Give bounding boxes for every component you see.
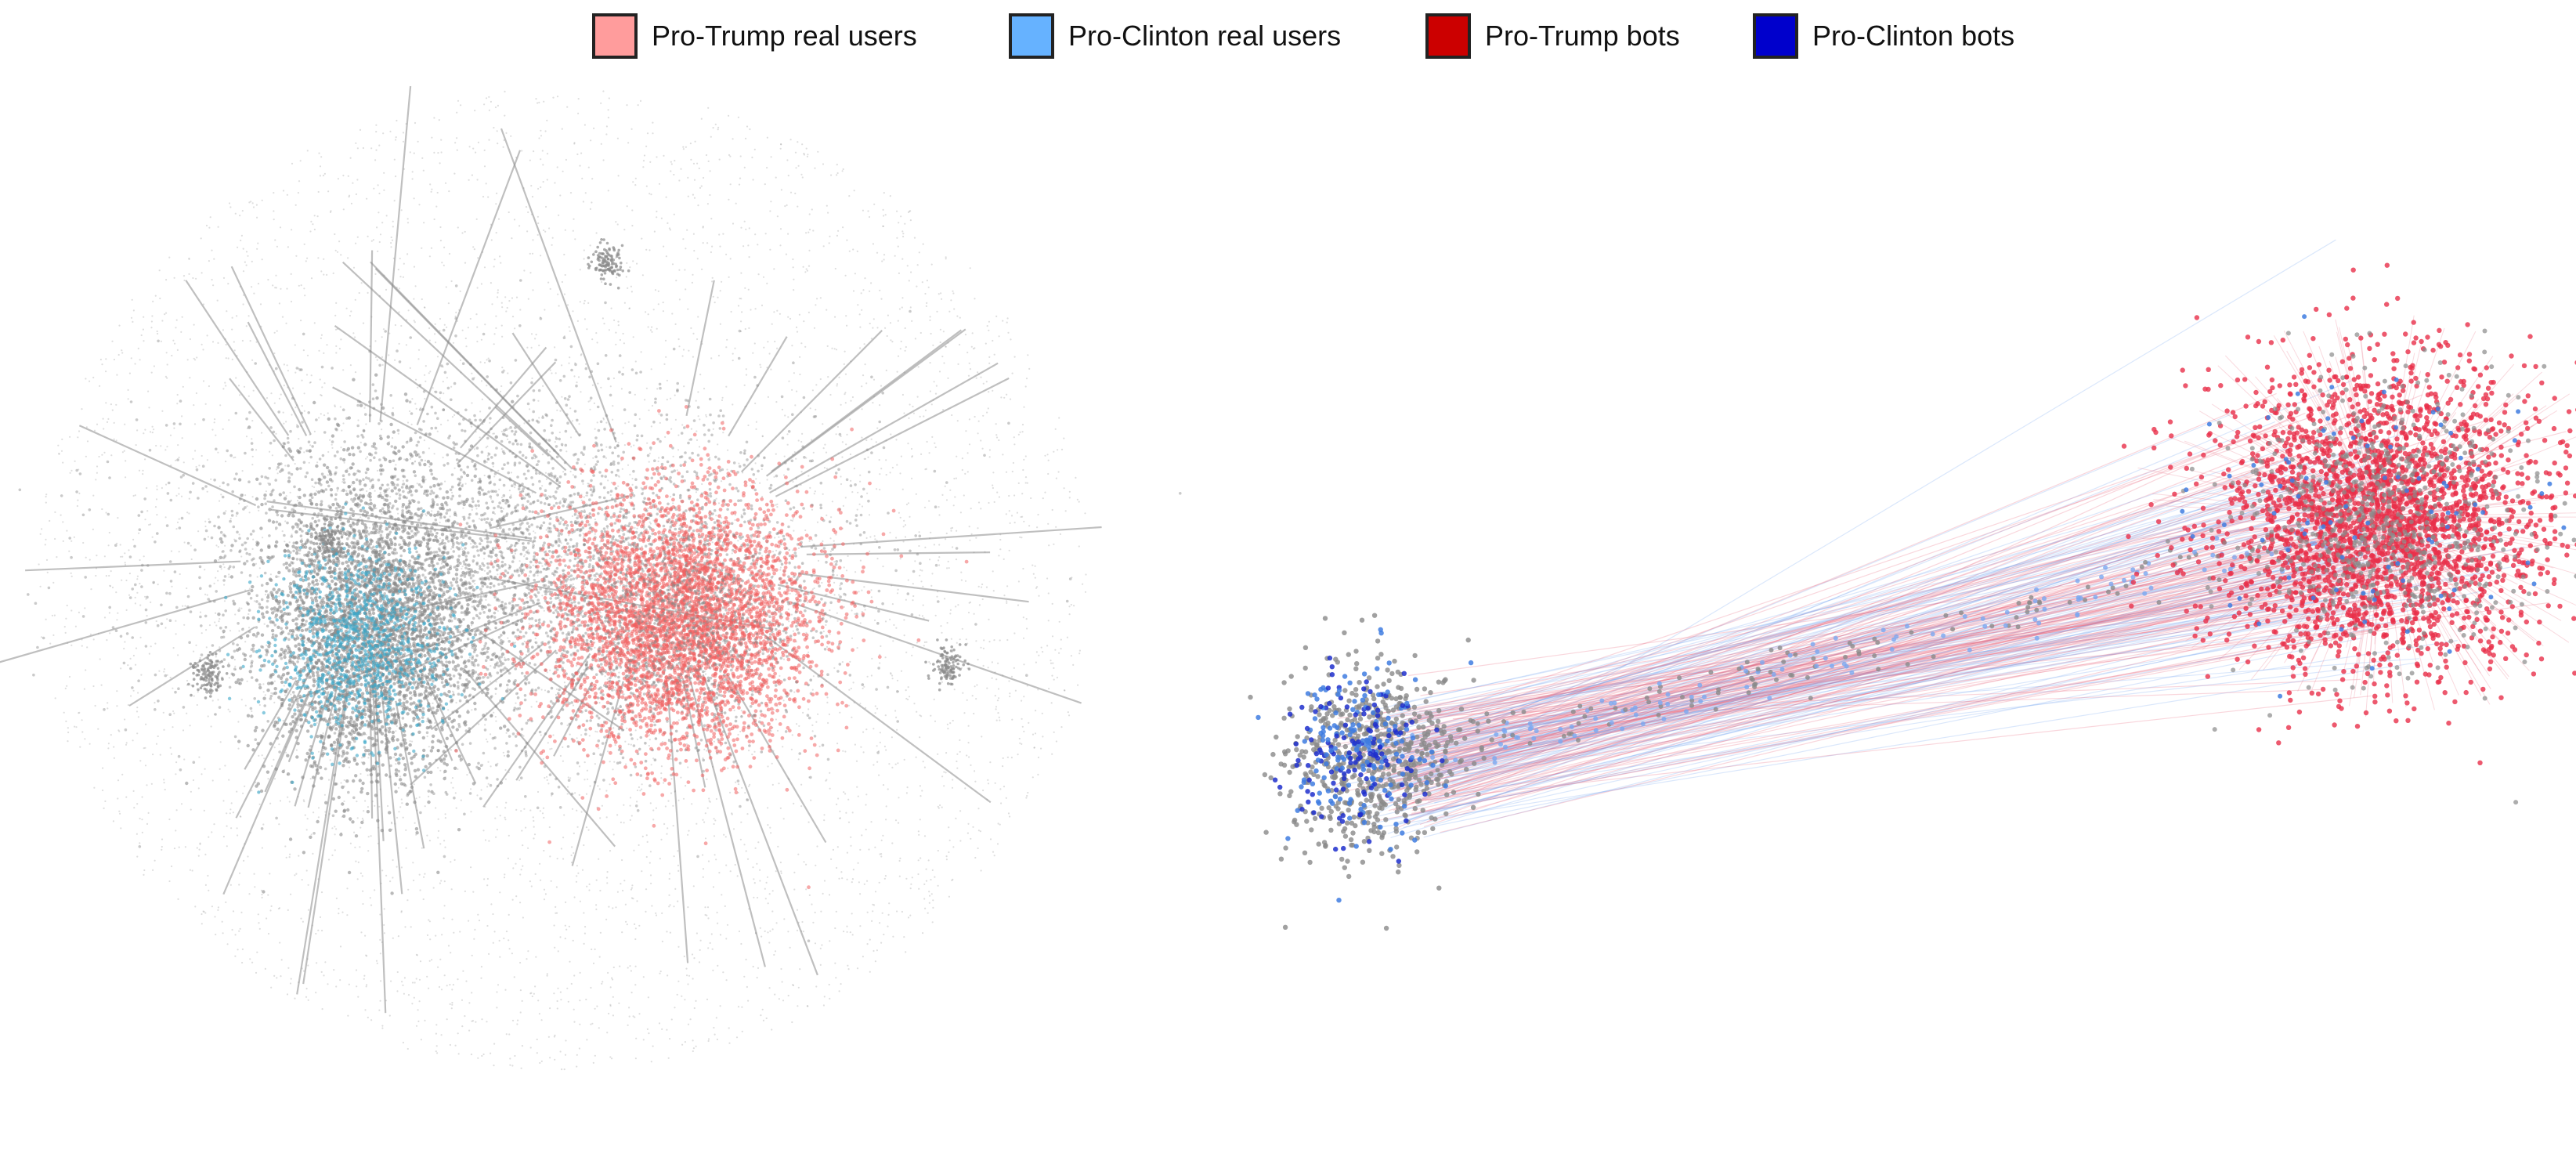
core-retweet-network-panel [1222, 70, 2576, 1164]
full-retweet-network-panel [0, 70, 1222, 1164]
pro-clinton-cluster [185, 373, 609, 895]
legend-label-pro-trump-bots: Pro-Trump bots [1485, 20, 1680, 52]
legend-swatch-pro-trump-real-users [592, 13, 638, 59]
legend-label-pro-trump-real-users: Pro-Trump real users [652, 20, 917, 52]
legend-label-pro-clinton-real-users: Pro-Clinton real users [1068, 20, 1341, 52]
legend-item-pro-clinton-bots: Pro-Clinton bots [1753, 9, 2014, 63]
satellite-clusters [187, 238, 971, 699]
pro-trump-cluster [454, 405, 969, 890]
legend-item-pro-trump-bots: Pro-Trump bots [1425, 9, 1680, 63]
legend-swatch-pro-trump-bots [1425, 13, 1471, 59]
pro-clinton-cluster [1248, 613, 1516, 931]
legend: Pro-Trump real users Pro-Clinton real us… [0, 9, 2576, 63]
legend-item-pro-clinton-real-users: Pro-Clinton real users [1009, 9, 1341, 63]
legend-item-pro-trump-real-users: Pro-Trump real users [592, 9, 917, 63]
legend-swatch-pro-clinton-real-users [1009, 13, 1054, 59]
legend-swatch-pro-clinton-bots [1753, 13, 1798, 59]
full-retweet-network-graph [0, 85, 1182, 1071]
background-nodes [38, 90, 1087, 1071]
core-retweet-network-graph [1248, 239, 2576, 931]
radial-spikes [0, 85, 1102, 1014]
legend-label-pro-clinton-bots: Pro-Clinton bots [1812, 20, 2014, 52]
pro-trump-cluster [2121, 262, 2576, 805]
